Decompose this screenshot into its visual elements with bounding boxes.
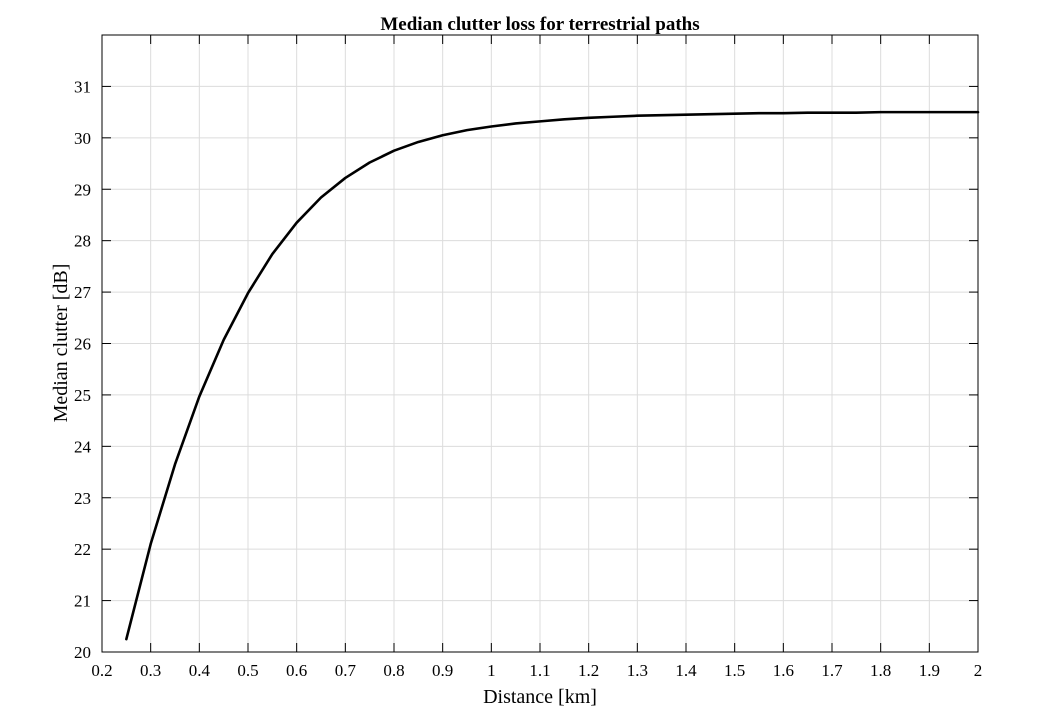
y-tick-label: 30 <box>74 129 91 148</box>
x-tick-label: 1.6 <box>773 661 794 680</box>
tick-labels: 0.2 0.3 0.4 0.5 0.6 0.7 0.8 0.9 1 1.1 1.2 1.3 1.4 1.5… <box>74 77 982 680</box>
x-tick-label: 1.1 <box>529 661 550 680</box>
y-tick-label: 21 <box>74 592 91 611</box>
x-tick-label: 1.9 <box>919 661 940 680</box>
x-tick-label: 1.5 <box>724 661 745 680</box>
grid <box>102 34 978 652</box>
x-axis-title: Distance [km] <box>483 686 597 708</box>
plot-frame <box>101 34 979 653</box>
x-tick-label: 1.2 <box>578 661 599 680</box>
y-tick-label: 31 <box>74 77 91 96</box>
chart-title: Median clutter loss for terrestrial path… <box>380 14 699 35</box>
x-tick-label: 1.3 <box>627 661 648 680</box>
x-tick-label: 2 <box>974 661 983 680</box>
x-tick-label: 0.4 <box>189 661 211 680</box>
x-tick-label: 0.2 <box>91 661 112 680</box>
y-tick-label: 29 <box>74 180 91 199</box>
x-tick-label: 1.7 <box>821 661 843 680</box>
y-tick-label: 20 <box>74 643 91 662</box>
x-tick-label: 1.4 <box>675 661 697 680</box>
y-tick-label: 27 <box>74 283 92 302</box>
x-tick-label: 0.6 <box>286 661 307 680</box>
y-tick-label: 25 <box>74 386 91 405</box>
y-axis-title: Median clutter [dB] <box>50 264 72 423</box>
x-tick-label: 1 <box>487 661 496 680</box>
y-tick-label: 22 <box>74 540 91 559</box>
y-tick-label: 28 <box>74 232 91 251</box>
series-layer <box>125 110 980 641</box>
x-tick-label: 0.7 <box>335 661 357 680</box>
x-tick-label: 0.8 <box>383 661 404 680</box>
x-tick-label: 0.9 <box>432 661 453 680</box>
x-tick-label: 0.5 <box>237 661 258 680</box>
y-tick-label: 23 <box>74 489 91 508</box>
series-line <box>125 110 980 641</box>
x-tick-label: 0.3 <box>140 661 161 680</box>
ticks <box>101 35 979 653</box>
y-tick-label: 24 <box>74 437 92 456</box>
x-tick-label: 1.8 <box>870 661 891 680</box>
y-tick-label: 26 <box>74 335 91 354</box>
